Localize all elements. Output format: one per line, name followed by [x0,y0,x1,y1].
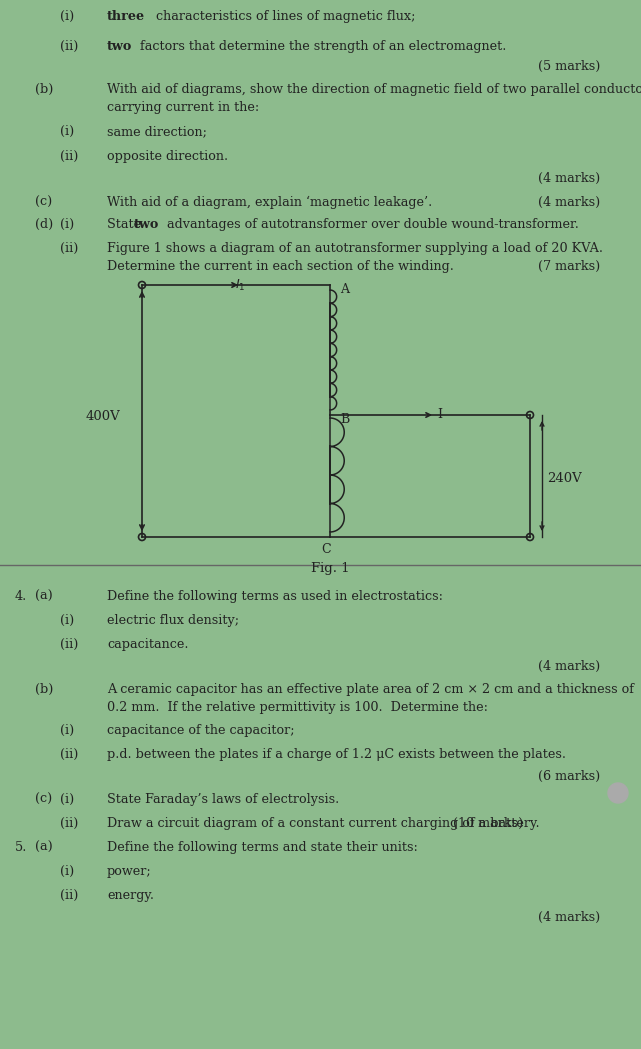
Text: (i): (i) [60,10,74,23]
Text: State: State [107,218,145,231]
Text: (4 marks): (4 marks) [538,196,600,209]
Text: (ii): (ii) [60,150,78,163]
Text: advantages of autotransformer over double wound‑transformer.: advantages of autotransformer over doubl… [163,218,579,231]
Text: electric flux density;: electric flux density; [107,614,239,627]
Text: 0.2 mm.  If the relative permittivity is 100.  Determine the:: 0.2 mm. If the relative permittivity is … [107,701,488,714]
Text: (4 marks): (4 marks) [538,172,600,185]
Text: I: I [438,408,442,421]
Text: A: A [340,283,349,296]
Text: (c): (c) [35,196,53,209]
Text: Figure 1 shows a diagram of an autotransformer supplying a load of 20 KVA.: Figure 1 shows a diagram of an autotrans… [107,242,603,255]
Text: (i): (i) [60,865,74,878]
Text: 5.: 5. [15,841,28,854]
Text: $I_1$: $I_1$ [235,278,246,293]
Text: 240V: 240V [547,472,582,485]
Text: Draw a circuit diagram of a constant current charging of a battery.: Draw a circuit diagram of a constant cur… [107,817,540,830]
Text: (i): (i) [60,724,74,737]
Text: (ii): (ii) [60,40,78,53]
Text: three: three [107,10,145,23]
Text: capacitance.: capacitance. [107,638,188,651]
Text: (ii): (ii) [60,638,78,651]
Text: (5 marks): (5 marks) [538,60,601,73]
Text: Define the following terms as used in electrostatics:: Define the following terms as used in el… [107,590,443,603]
Text: (b): (b) [35,683,53,695]
Text: (ii): (ii) [60,748,78,761]
Text: (4 marks): (4 marks) [538,660,600,673]
Text: With aid of diagrams, show the direction of magnetic field of two parallel condu: With aid of diagrams, show the direction… [107,83,641,97]
Text: (a): (a) [35,841,53,854]
Text: opposite direction.: opposite direction. [107,150,228,163]
Text: (i): (i) [60,793,74,806]
Text: (c): (c) [35,793,53,806]
Text: (d): (d) [35,218,53,231]
Text: carrying current in the:: carrying current in the: [107,101,259,114]
Text: B: B [340,413,349,426]
Text: p.d. between the plates if a charge of 1.2 μC exists between the plates.: p.d. between the plates if a charge of 1… [107,748,566,761]
Text: (ii): (ii) [60,889,78,902]
Text: State Faraday’s laws of electrolysis.: State Faraday’s laws of electrolysis. [107,793,339,806]
Text: factors that determine the strength of an electromagnet.: factors that determine the strength of a… [136,40,506,53]
Text: two: two [107,40,133,53]
Text: (ii): (ii) [60,242,78,255]
Text: power;: power; [107,865,152,878]
Text: (i): (i) [60,125,74,138]
Text: (a): (a) [35,590,53,603]
Text: A ceramic capacitor has an effective plate area of 2 cm × 2 cm and a thickness o: A ceramic capacitor has an effective pla… [107,683,634,695]
Text: 4.: 4. [15,590,28,603]
Text: (b): (b) [35,83,53,97]
Text: C: C [321,543,331,556]
Text: (ii): (ii) [60,817,78,830]
Text: (i): (i) [60,218,74,231]
Text: energy.: energy. [107,889,154,902]
Text: (7 marks): (7 marks) [538,260,600,273]
Text: capacitance of the capacitor;: capacitance of the capacitor; [107,724,294,737]
Circle shape [608,783,628,802]
Text: (6 marks): (6 marks) [538,770,600,783]
Text: Fig. 1: Fig. 1 [311,562,349,575]
Text: (i): (i) [60,614,74,627]
Text: With aid of a diagram, explain ‘magnetic leakage’.: With aid of a diagram, explain ‘magnetic… [107,196,432,209]
Text: characteristics of lines of magnetic flux;: characteristics of lines of magnetic flu… [152,10,415,23]
Text: (4 marks): (4 marks) [538,911,600,924]
Text: (10 marks): (10 marks) [453,817,523,830]
Text: Define the following terms and state their units:: Define the following terms and state the… [107,841,418,854]
Text: two: two [134,218,160,231]
Text: Determine the current in each section of the winding.: Determine the current in each section of… [107,260,454,273]
Text: same direction;: same direction; [107,125,207,138]
Text: 400V: 400V [85,410,120,423]
